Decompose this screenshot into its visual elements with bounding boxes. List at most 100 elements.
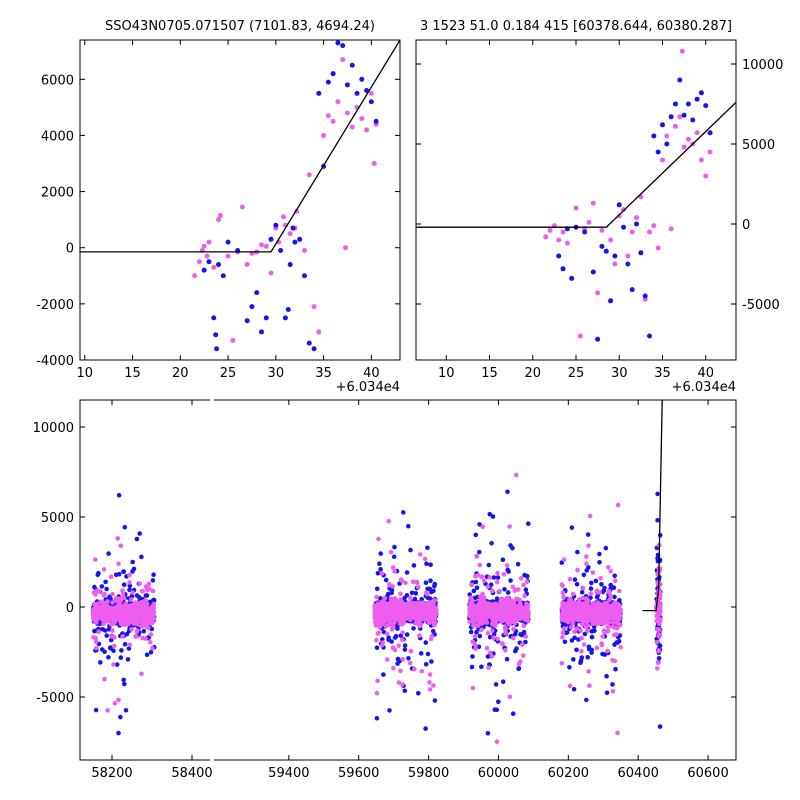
data-point <box>477 633 483 639</box>
data-point <box>427 672 433 677</box>
data-point <box>569 525 575 530</box>
data-point <box>119 648 124 653</box>
data-point <box>239 204 245 210</box>
data-point <box>418 651 424 656</box>
data-point <box>91 635 96 640</box>
data-point <box>491 635 496 641</box>
data-point <box>120 591 126 596</box>
data-point <box>677 114 683 120</box>
data-point <box>268 236 274 242</box>
data-point <box>124 631 130 637</box>
data-point <box>349 62 355 68</box>
data-point <box>495 613 501 619</box>
data-point <box>523 634 529 639</box>
data-point <box>374 594 379 600</box>
y-tick-label: 0 <box>742 218 750 233</box>
data-point <box>585 655 590 660</box>
data-point <box>406 523 411 529</box>
data-point <box>130 590 135 595</box>
data-point <box>395 606 400 611</box>
data-point <box>216 217 222 223</box>
data-point <box>599 243 605 249</box>
data-point <box>378 612 384 617</box>
data-point <box>613 666 618 672</box>
data-point <box>430 628 436 634</box>
data-point <box>597 551 602 557</box>
data-point <box>406 656 411 661</box>
data-point <box>428 562 433 567</box>
data-point <box>133 619 138 624</box>
data-point <box>501 615 507 620</box>
data-point <box>396 643 402 648</box>
data-point <box>344 110 350 116</box>
data-point <box>388 549 394 555</box>
data-point <box>381 617 387 623</box>
data-point <box>584 561 589 566</box>
data-point <box>523 587 529 592</box>
data-point <box>543 234 549 240</box>
y-tick-label: -5000 <box>742 298 780 313</box>
data-point <box>211 264 217 270</box>
data-point <box>143 624 149 629</box>
data-point <box>510 711 516 716</box>
data-point <box>677 77 683 83</box>
data-point <box>121 677 126 683</box>
data-point <box>385 657 390 662</box>
data-point <box>476 610 482 615</box>
data-point <box>377 596 383 601</box>
data-point <box>390 614 396 619</box>
data-point <box>217 212 223 218</box>
data-point <box>477 549 482 555</box>
data-point <box>511 626 516 632</box>
data-point <box>397 601 402 607</box>
data-point <box>325 113 331 119</box>
data-point <box>359 76 365 82</box>
data-point <box>518 606 524 612</box>
data-point <box>584 697 589 703</box>
data-point <box>384 631 390 637</box>
data-point <box>316 90 322 96</box>
data-point <box>392 569 398 574</box>
data-point <box>126 646 132 651</box>
data-point <box>561 557 567 562</box>
data-point <box>603 248 609 254</box>
data-point <box>396 680 402 685</box>
data-point <box>306 172 312 178</box>
data-point <box>123 601 129 606</box>
data-point <box>432 581 438 587</box>
data-point <box>404 570 410 575</box>
data-point <box>122 681 127 687</box>
data-point <box>122 525 128 530</box>
data-point <box>610 682 615 687</box>
data-point <box>106 655 111 660</box>
data-point <box>425 545 430 551</box>
data-point <box>423 590 429 596</box>
x-tick-label: 25 <box>568 366 585 381</box>
data-point <box>467 610 472 616</box>
data-point <box>507 694 513 699</box>
data-point <box>590 200 596 206</box>
data-point <box>400 637 405 642</box>
data-point <box>595 290 601 296</box>
data-point <box>93 557 98 562</box>
data-point <box>414 621 420 626</box>
data-point <box>405 607 410 613</box>
data-point <box>595 336 601 342</box>
data-point <box>578 660 583 666</box>
data-point <box>402 647 408 652</box>
data-point <box>94 645 99 651</box>
data-point <box>96 570 101 576</box>
data-point <box>150 578 156 583</box>
data-point <box>616 213 622 219</box>
data-point <box>505 489 510 495</box>
data-point <box>145 613 151 618</box>
data-point <box>102 591 107 597</box>
data-point <box>588 591 594 596</box>
data-point <box>383 623 389 629</box>
chart-title: SSO43N0705.071507 (7101.83, 4694.24) <box>105 19 375 34</box>
data-point <box>685 136 691 142</box>
data-point <box>376 536 381 542</box>
data-point <box>664 133 670 139</box>
data-point <box>392 544 397 550</box>
data-point <box>698 157 704 163</box>
